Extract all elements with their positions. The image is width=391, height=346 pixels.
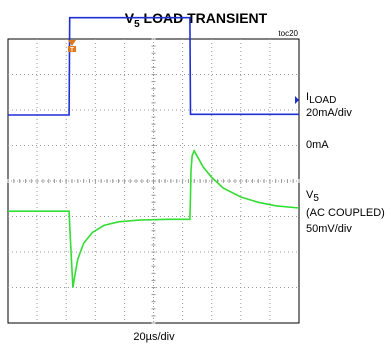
chart-title: V5 LOAD TRANSIENT <box>125 10 268 30</box>
v5-scale-label: 50mV/div <box>306 223 352 235</box>
iload-label: ILOAD <box>306 91 336 106</box>
v5-coupling-label: (AC COUPLED) <box>306 207 385 219</box>
zero-ma-label: 0mA <box>306 139 329 151</box>
figure-tag: toc20 <box>278 29 298 38</box>
iload-reference-marker <box>295 96 299 104</box>
svg-text:T: T <box>70 48 74 54</box>
x-axis-label: 20µs/div <box>133 331 175 343</box>
v5-label: V5 <box>306 189 319 204</box>
iload-scale-label: 20mA/div <box>306 107 352 119</box>
iload-trace <box>8 16 299 116</box>
plot-grid <box>7 38 300 324</box>
v5-trace <box>8 148 300 288</box>
trigger-marker: T <box>68 40 76 54</box>
